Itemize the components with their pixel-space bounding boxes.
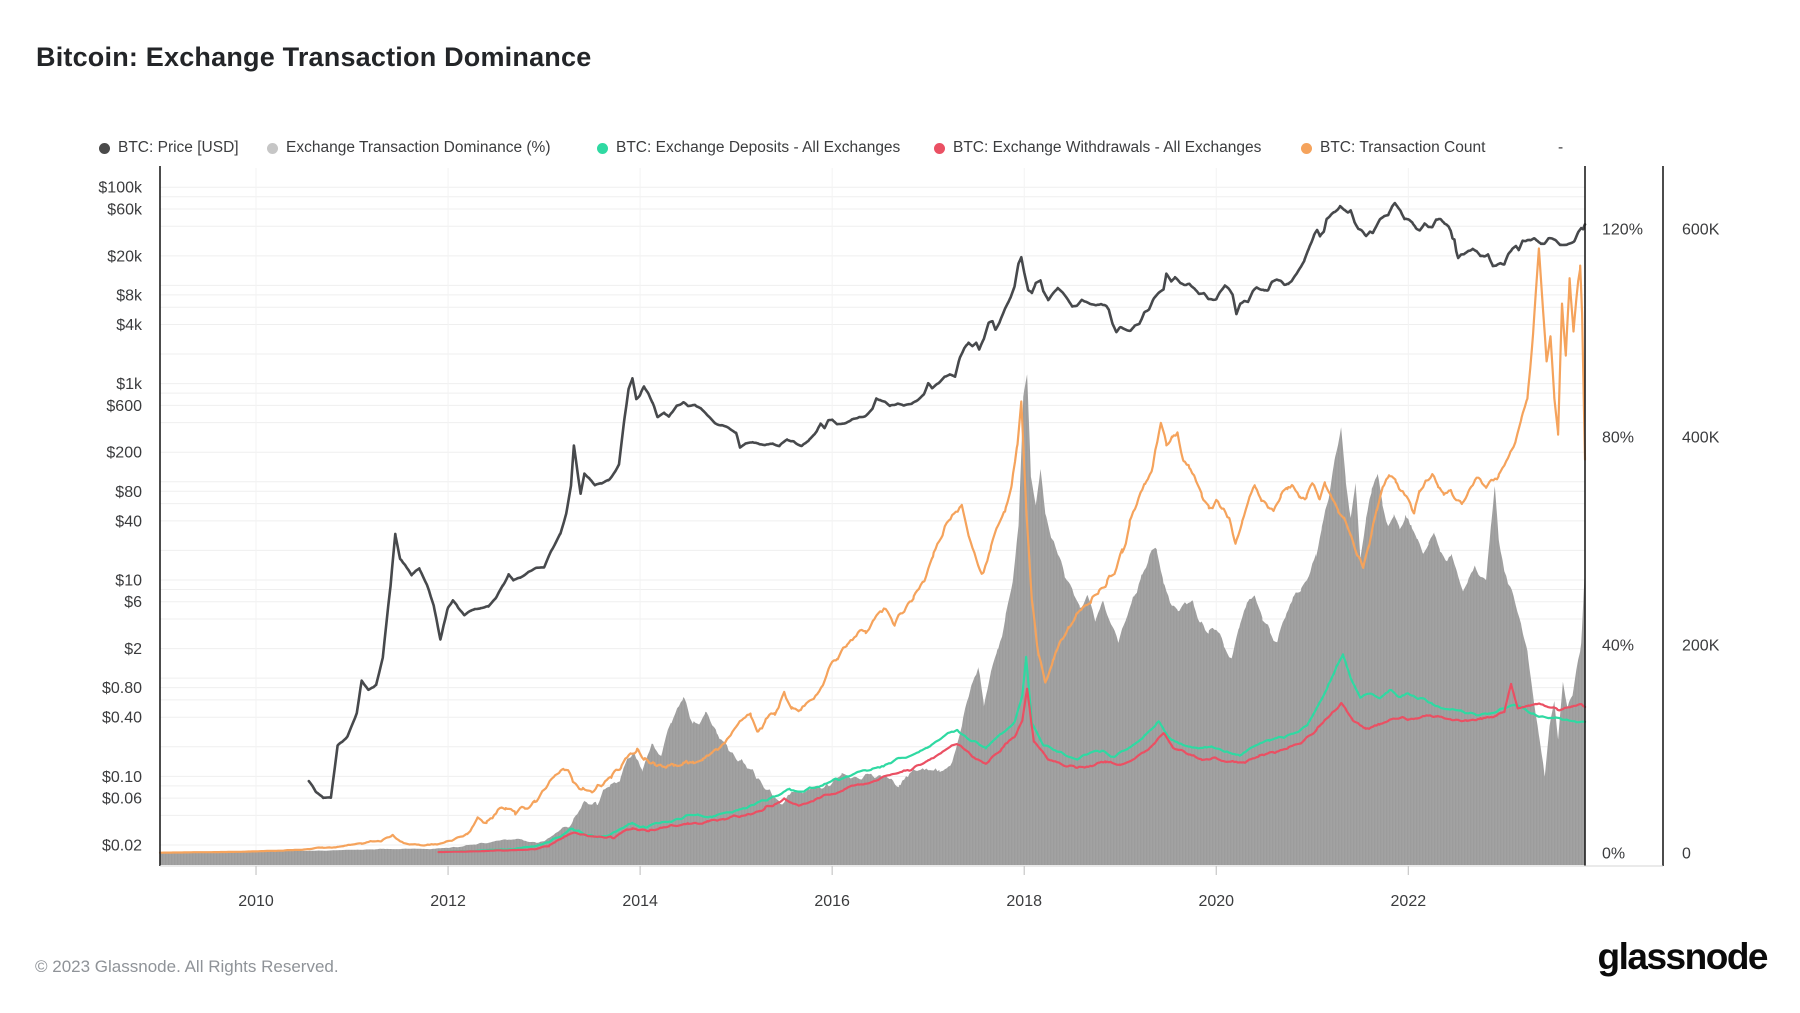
x-axis-tick-label: 2020 — [1198, 893, 1234, 910]
legend-item-label: BTC: Exchange Withdrawals - All Exchange… — [953, 139, 1262, 156]
price-axis-tick-label: $200 — [106, 445, 142, 462]
x-axis-tick-label: 2012 — [430, 893, 466, 910]
price-axis-tick-label: $40 — [115, 513, 142, 530]
legend-dot-icon — [597, 142, 608, 154]
price-axis-tick-label: $0.02 — [102, 837, 142, 854]
percent-axis-tick-label: 80% — [1602, 429, 1634, 446]
legend-item-label: Exchange Transaction Dominance (%) — [286, 139, 551, 156]
page-title: Bitcoin: Exchange Transaction Dominance — [36, 42, 592, 72]
legend-item-label: BTC: Transaction Count — [1320, 139, 1486, 156]
price-axis-tick-label: $8k — [116, 287, 143, 304]
legend-item-5[interactable]: BTC: Transaction Count — [1301, 139, 1485, 157]
series-line-btc-transaction-count — [158, 247, 1587, 854]
x-axis-tick-label: 2014 — [622, 893, 658, 910]
percent-axis-tick-label: 0% — [1602, 845, 1625, 862]
series-line-btc-exchange-withdrawals-all-exchanges — [437, 682, 1587, 854]
price-axis-tick-label: $1k — [116, 376, 143, 393]
count-axis-tick-label: 0 — [1682, 846, 1691, 863]
legend-dot-icon — [267, 142, 278, 154]
x-axis-tick-label: 2010 — [238, 893, 274, 910]
price-axis-tick-label: $80 — [115, 484, 142, 501]
x-axis-tick-label: 2022 — [1391, 893, 1427, 910]
price-axis-tick-label: $2 — [124, 641, 142, 658]
price-axis-tick-label: $0.06 — [102, 791, 142, 808]
price-axis-tick-label: $0.80 — [102, 680, 142, 697]
price-axis-tick-label: $0.10 — [102, 769, 142, 786]
percent-axis-tick-label: 120% — [1602, 221, 1643, 238]
legend-dot-icon — [1301, 142, 1312, 154]
price-axis-tick-label: $6 — [124, 594, 142, 611]
price-axis-tick-label: $4k — [116, 317, 143, 334]
legend-dot-icon — [99, 142, 110, 154]
count-axis-tick-label: 600K — [1682, 222, 1720, 239]
x-axis-tick-label: 2016 — [814, 893, 850, 910]
legend-item-label: BTC: Exchange Deposits - All Exchanges — [616, 139, 901, 156]
price-axis-tick-label: $10 — [115, 572, 142, 589]
series-line-btc-price-usd — [307, 201, 1587, 800]
legend-item-3[interactable]: BTC: Exchange Deposits - All Exchanges — [597, 139, 900, 157]
count-axis-tick-label: 400K — [1682, 430, 1720, 447]
copyright-text: © 2023 Glassnode. All Rights Reserved. — [35, 957, 339, 976]
legend-overflow[interactable]: - — [1558, 139, 1564, 156]
x-axis-tick-label: 2018 — [1006, 893, 1042, 910]
legend-item-2[interactable]: Exchange Transaction Dominance (%) — [267, 139, 551, 157]
price-axis-tick-label: $0.40 — [102, 710, 142, 727]
glassnode-logo: glassnode — [1597, 936, 1769, 977]
series-line-btc-exchange-deposits-all-exchanges — [437, 653, 1587, 854]
legend-item-1[interactable]: BTC: Price [USD] — [99, 139, 239, 157]
legend-item-4[interactable]: BTC: Exchange Withdrawals - All Exchange… — [934, 139, 1261, 157]
count-axis-tick-label: 200K — [1682, 638, 1720, 655]
legend-dot-icon — [934, 142, 945, 154]
percent-axis-tick-label: 40% — [1602, 637, 1634, 654]
legend-item-label: BTC: Price [USD] — [118, 139, 239, 156]
price-axis-tick-label: $20k — [107, 248, 143, 265]
price-axis-tick-label: $60k — [107, 202, 143, 219]
price-axis-tick-label: $600 — [106, 398, 142, 415]
series-area-exchange-transaction-dominance — [160, 374, 1585, 865]
price-axis-tick-label: $100k — [98, 180, 143, 197]
